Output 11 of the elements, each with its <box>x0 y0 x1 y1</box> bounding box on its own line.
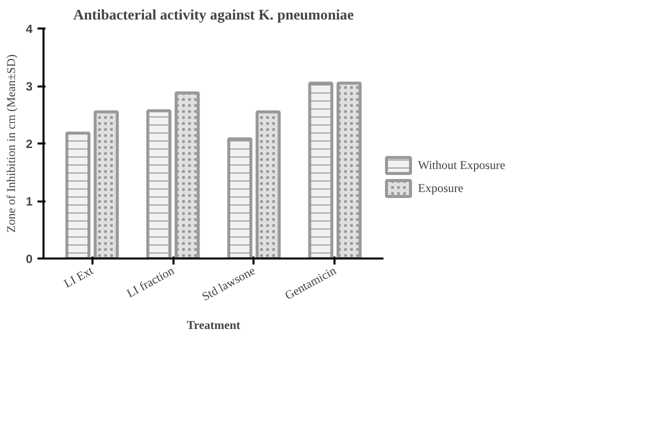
y-tick-label: 3 <box>26 80 33 94</box>
legend-label: Without Exposure <box>418 158 506 172</box>
legend-label: Exposure <box>418 180 464 196</box>
y-tick-label: 0 <box>26 252 33 266</box>
x-tick-label: LI Ext <box>62 263 96 290</box>
y-axis-title: Zone of Inhibition in cm (Mean±SD) <box>4 54 18 233</box>
x-axis-title: Treatment <box>186 318 240 332</box>
y-tick-label: 2 <box>26 137 33 151</box>
chart-title: Antibacterial activity against K. pneumoniae <box>73 8 354 24</box>
y-tick-label: 1 <box>26 194 33 208</box>
y-tick-label: 4 <box>26 22 33 36</box>
